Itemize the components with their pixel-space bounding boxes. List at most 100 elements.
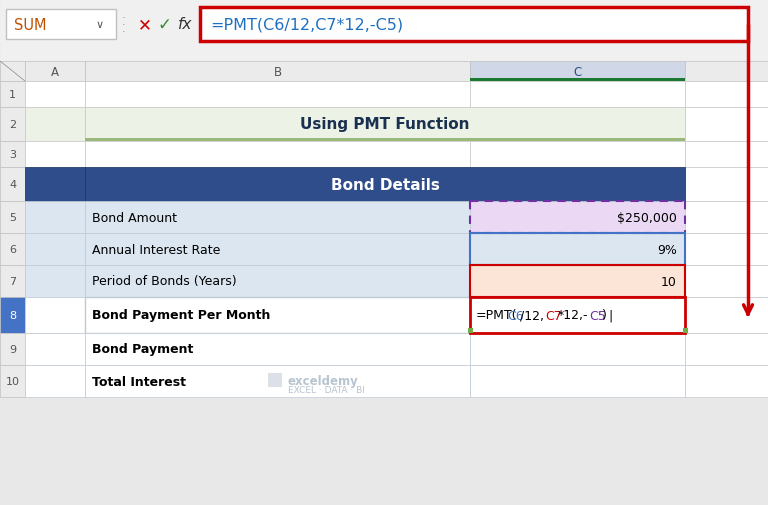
Text: ✕: ✕ [138, 16, 152, 34]
Text: ): ) [602, 309, 607, 322]
Text: 10: 10 [661, 275, 677, 288]
Text: =PMT(: =PMT( [476, 309, 518, 322]
Text: /12,: /12, [520, 309, 544, 322]
Bar [0, 0, 768, 62]
Text: Bond Amount: Bond Amount [92, 211, 177, 224]
Text: |: | [608, 309, 613, 322]
Bar [685, 168, 768, 201]
Text: ·: · [122, 20, 126, 30]
Text: 3: 3 [9, 149, 16, 160]
Bar [685, 233, 768, 266]
Text: ∨: ∨ [96, 20, 104, 30]
Bar [0, 365, 25, 397]
Bar [0, 168, 25, 201]
Bar [683, 328, 688, 333]
Text: A: A [51, 65, 59, 78]
Bar [470, 297, 685, 333]
Bar [685, 297, 768, 333]
Text: exceldemy: exceldemy [288, 374, 359, 387]
Text: C5: C5 [589, 309, 606, 322]
Bar [470, 233, 685, 266]
Bar [268, 373, 282, 387]
Text: 10: 10 [5, 376, 19, 386]
Text: Bond Payment: Bond Payment [92, 343, 194, 356]
Text: 5: 5 [9, 213, 16, 223]
Text: C7: C7 [545, 309, 562, 322]
Bar [25, 142, 85, 168]
Bar [0, 233, 25, 266]
Text: Period of Bonds (Years): Period of Bonds (Years) [92, 275, 237, 288]
Bar [470, 333, 685, 365]
Text: 9%: 9% [657, 243, 677, 256]
Bar [470, 79, 685, 82]
Bar [85, 233, 470, 266]
Bar [25, 297, 85, 333]
Text: *12,-: *12,- [558, 309, 588, 322]
Bar [85, 82, 470, 108]
Bar [85, 108, 685, 142]
Text: fx: fx [178, 17, 192, 31]
Bar [85, 62, 470, 82]
Bar [685, 266, 768, 297]
Text: 9: 9 [9, 344, 16, 355]
Bar [85, 168, 685, 201]
Bar [85, 266, 470, 297]
Bar [25, 333, 85, 365]
Bar [685, 108, 768, 142]
Text: $250,000: $250,000 [617, 211, 677, 224]
Text: C6: C6 [508, 309, 524, 322]
Bar [0, 333, 25, 365]
Bar [85, 139, 685, 142]
Text: Using PMT Function: Using PMT Function [300, 116, 470, 131]
Text: B: B [273, 65, 282, 78]
Bar [25, 62, 85, 82]
Bar [6, 10, 116, 40]
Bar [25, 82, 85, 108]
Text: Annual Interest Rate: Annual Interest Rate [92, 243, 220, 256]
Bar [685, 333, 768, 365]
Text: Bond Details: Bond Details [330, 177, 439, 192]
Text: ✓: ✓ [158, 16, 172, 34]
Bar [470, 82, 685, 108]
Bar [200, 8, 748, 42]
Text: 1: 1 [9, 90, 16, 100]
Text: C: C [574, 65, 581, 78]
Bar [85, 333, 470, 365]
Bar [85, 365, 470, 397]
Bar [685, 62, 768, 82]
Bar [470, 266, 685, 297]
Bar [85, 297, 470, 333]
Text: 2: 2 [9, 120, 16, 130]
Bar [470, 365, 685, 397]
Bar [470, 142, 685, 168]
Bar [0, 297, 25, 333]
Text: 6: 6 [9, 244, 16, 255]
Bar [85, 201, 470, 233]
Text: Bond Payment Per Month: Bond Payment Per Month [92, 309, 270, 322]
Text: SUM: SUM [14, 18, 47, 32]
Text: 8: 8 [9, 311, 16, 320]
Bar [25, 365, 85, 397]
Bar [685, 82, 768, 108]
Text: ·: · [122, 27, 126, 37]
Bar [25, 108, 85, 142]
Bar [85, 142, 470, 168]
Bar [0, 201, 25, 233]
Bar [685, 365, 768, 397]
Bar [0, 62, 25, 82]
Text: Total Interest: Total Interest [92, 375, 186, 388]
Text: 4: 4 [9, 180, 16, 189]
Bar [25, 233, 85, 266]
Bar [470, 266, 685, 297]
Text: ·: · [122, 13, 126, 23]
Text: EXCEL · DATA · BI: EXCEL · DATA · BI [288, 386, 365, 395]
Bar [25, 266, 85, 297]
Bar [470, 201, 685, 233]
Bar [25, 201, 85, 233]
Text: 7: 7 [9, 276, 16, 286]
Bar [468, 328, 473, 333]
Bar [470, 62, 685, 82]
Bar [0, 82, 25, 108]
Bar [470, 233, 685, 266]
Bar [685, 142, 768, 168]
